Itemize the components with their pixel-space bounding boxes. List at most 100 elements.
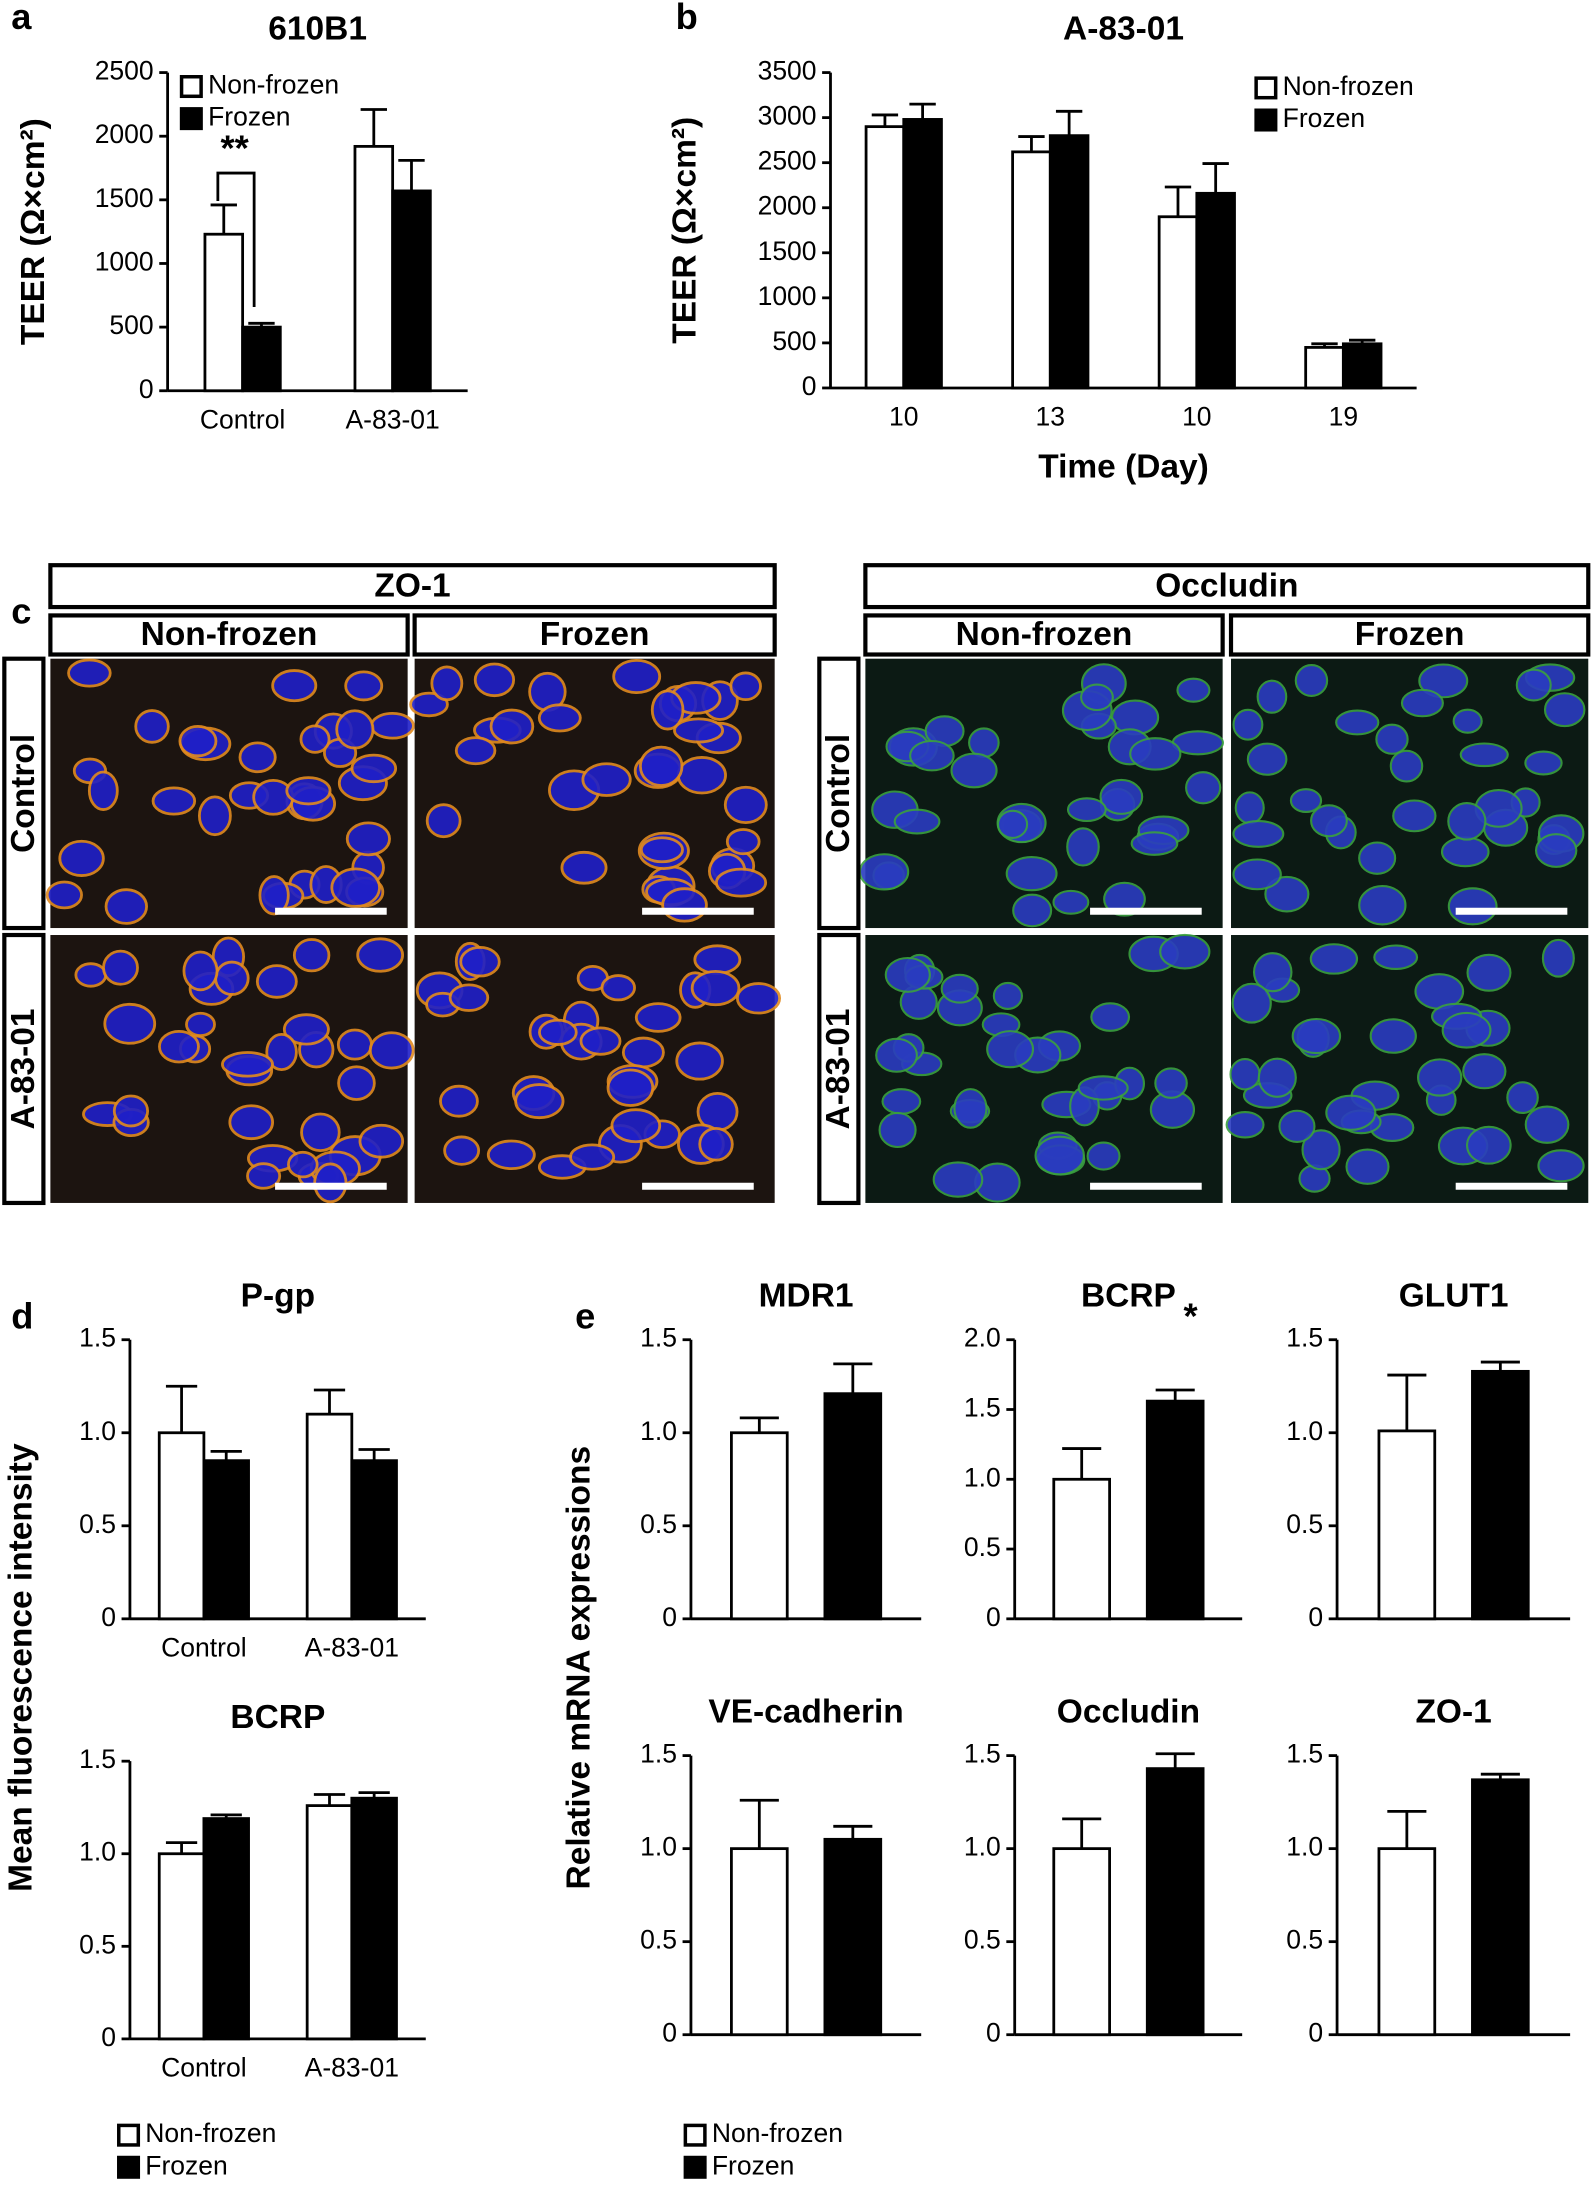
x-tick-label: A-83-01	[305, 2053, 399, 2083]
nucleus	[214, 960, 250, 996]
nucleus	[1099, 778, 1144, 815]
y-tick-label: 1000	[758, 281, 817, 311]
legend-label: Non-frozen	[208, 70, 339, 100]
nucleus	[714, 867, 768, 898]
y-tick-label: 500	[109, 310, 153, 340]
y-tick-label: 0.5	[1286, 1925, 1323, 1955]
nucleus	[1264, 875, 1310, 913]
nucleus	[673, 717, 725, 744]
y-tick-label: 1000	[95, 246, 154, 276]
y-tick-label: 1.0	[640, 1832, 677, 1862]
nucleus	[103, 1002, 157, 1045]
nucleus	[221, 1051, 274, 1078]
column-header-box	[1228, 613, 1591, 657]
bar	[1195, 191, 1236, 390]
nucleus	[996, 809, 1029, 839]
nucleus	[875, 1037, 918, 1073]
nucleus	[1462, 1053, 1507, 1090]
annotation: **	[220, 127, 249, 168]
chart-title: 610B1	[268, 11, 367, 48]
chart-title: MDR1	[759, 1278, 854, 1315]
nucleus	[1335, 709, 1380, 736]
nucleus	[197, 795, 232, 837]
y-tick-label: 0.5	[964, 1925, 1001, 1955]
nucleus	[45, 880, 83, 910]
bar	[202, 1459, 250, 1621]
y-tick-label: 2000	[758, 191, 817, 221]
y-tick-label: 0.5	[1286, 1509, 1323, 1539]
nucleus	[569, 1143, 616, 1171]
nucleus	[1232, 858, 1282, 891]
nucleus	[1440, 836, 1490, 868]
x-tick-label: 10	[889, 402, 918, 432]
bar	[350, 1796, 398, 2041]
bar	[1011, 150, 1052, 390]
nucleus	[1129, 737, 1182, 771]
nucleus	[639, 745, 684, 787]
annotation: *	[1183, 1295, 1198, 1336]
nucleus	[443, 1135, 481, 1166]
nucleus	[285, 776, 332, 806]
error-bar	[1349, 338, 1376, 344]
y-tick-label: 0	[986, 2018, 1001, 2048]
error-bar	[210, 1813, 242, 1819]
error-bar	[165, 1841, 198, 1854]
nucleus	[1066, 827, 1100, 867]
nucleus	[1541, 938, 1575, 978]
chart-title: ZO-1	[1415, 1694, 1491, 1731]
panel-label: e	[575, 1295, 595, 1336]
nucleus	[1066, 797, 1107, 823]
legend-label: Frozen	[712, 2150, 794, 2180]
panel-label: c	[11, 591, 31, 632]
error-bar	[1387, 1373, 1427, 1431]
bar	[157, 1852, 206, 2041]
bar	[350, 1459, 398, 1621]
nucleus	[723, 785, 768, 824]
bar	[203, 232, 245, 393]
nucleus	[58, 839, 105, 877]
nucleus	[448, 983, 490, 1012]
nucleus	[1310, 804, 1348, 838]
nucleus	[454, 736, 497, 766]
nucleus	[693, 944, 742, 975]
panel-label: d	[11, 1295, 33, 1336]
legend-swatch	[117, 2123, 141, 2147]
nucleus	[1373, 944, 1419, 971]
error-bar	[1311, 342, 1338, 348]
error-bar	[210, 1449, 242, 1461]
x-tick-label: Control	[161, 1633, 246, 1663]
nucleus	[729, 671, 762, 702]
nucleus	[560, 850, 608, 885]
nucleus	[258, 875, 290, 916]
nucleus	[425, 803, 462, 839]
y-tick-label: 1.5	[964, 1392, 1001, 1422]
nucleus	[1034, 1135, 1085, 1176]
y-tick-label: 1.0	[640, 1416, 677, 1446]
nucleus	[986, 1030, 1035, 1069]
y-tick-label: 0.5	[964, 1532, 1001, 1562]
nucleus	[1080, 683, 1114, 712]
nucleus	[612, 658, 662, 695]
nucleus	[182, 950, 219, 992]
y-tick-label: 1500	[758, 236, 817, 266]
nucleus	[178, 725, 218, 758]
row-label: A-83-01	[820, 1008, 857, 1129]
error-bar	[360, 108, 387, 147]
nucleus	[489, 708, 535, 745]
nucleus	[287, 1150, 319, 1179]
nucleus	[1447, 801, 1487, 841]
nucleus	[358, 1123, 405, 1159]
bar	[1145, 1767, 1205, 2037]
group-header-box	[863, 563, 1591, 610]
nucleus	[1291, 1017, 1342, 1055]
bar	[241, 325, 282, 393]
error-bar	[833, 1824, 873, 1840]
nucleus	[1256, 679, 1288, 714]
nucleus	[335, 709, 375, 750]
nucleus	[1232, 820, 1285, 848]
nucleus	[858, 853, 910, 891]
nucleus	[1358, 841, 1397, 875]
chart-title: Occludin	[1057, 1694, 1200, 1731]
nucleus	[579, 1026, 622, 1056]
